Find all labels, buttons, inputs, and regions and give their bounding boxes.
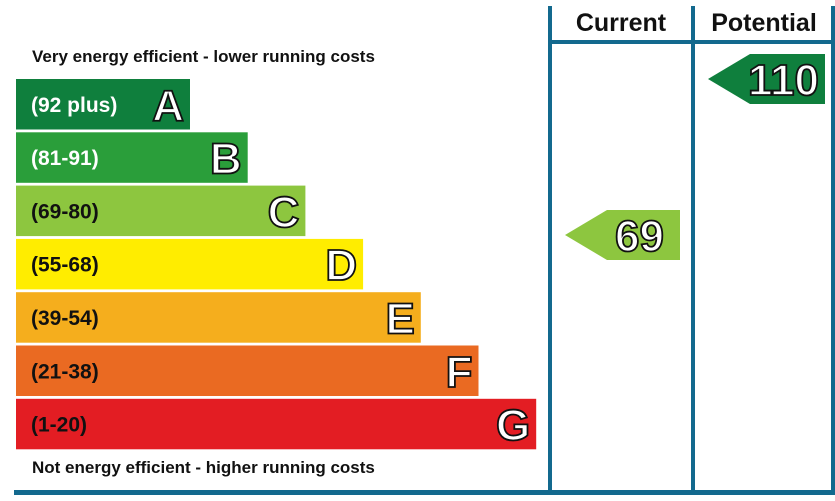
band-range-a: (92 plus) — [31, 94, 117, 117]
band-letter-g: G — [496, 401, 530, 450]
divider-middle — [691, 6, 695, 494]
band-letter-b: B — [210, 135, 242, 184]
band-letter-f: F — [446, 348, 473, 397]
band-range-b: (81-91) — [31, 147, 99, 170]
potential-rating-arrow-value: 110 — [748, 56, 819, 105]
band-bar-a — [16, 79, 190, 130]
band-letter-a: A — [152, 81, 184, 130]
band-letter-c: C — [268, 188, 300, 237]
band-bar-g — [16, 398, 537, 450]
rating-bands: (92 plus) A(81-91) B(69-80) C(55-68) D(39-54… — [16, 79, 537, 451]
rating-arrows: 69 110 — [565, 54, 825, 262]
band-range-g: (1-20) — [31, 414, 87, 437]
divider-left — [548, 6, 552, 494]
band-letter-e: E — [385, 294, 414, 343]
current-rating-arrow: 69 — [565, 210, 680, 262]
potential-rating-arrow-shape — [708, 54, 825, 104]
band-bar-b — [16, 132, 248, 183]
top-caption: Very energy efficient - lower running co… — [32, 47, 375, 66]
header-rule — [548, 40, 835, 44]
band-range-c: (69-80) — [31, 200, 99, 223]
bottom-rule — [14, 490, 835, 495]
header-potential: Potential — [711, 9, 817, 37]
band-bar-c — [16, 185, 306, 237]
band-range-d: (55-68) — [31, 254, 99, 277]
band-a: (92 plus) A — [16, 79, 190, 131]
potential-rating-arrow: 110 — [708, 54, 825, 106]
current-rating-arrow-shape — [565, 210, 680, 260]
band-b: (81-91) B — [16, 132, 248, 184]
band-bar-e — [16, 292, 421, 343]
band-f: (21-38) F — [16, 345, 479, 398]
band-c: (69-80) C — [16, 185, 306, 238]
band-d: (55-68) D — [16, 238, 364, 291]
band-g: (1-20) G — [16, 398, 537, 451]
band-bar-d — [16, 238, 364, 290]
band-letter-d: D — [325, 241, 357, 290]
band-range-e: (39-54) — [31, 307, 99, 330]
header-current: Current — [576, 9, 667, 37]
chart-frame — [14, 6, 835, 495]
divider-right — [831, 6, 835, 494]
band-range-f: (21-38) — [31, 360, 99, 383]
band-e: (39-54) E — [16, 292, 421, 344]
bottom-caption: Not energy efficient - higher running co… — [32, 458, 375, 477]
band-bar-f — [16, 345, 479, 396]
current-rating-arrow-value: 69 — [615, 212, 664, 261]
